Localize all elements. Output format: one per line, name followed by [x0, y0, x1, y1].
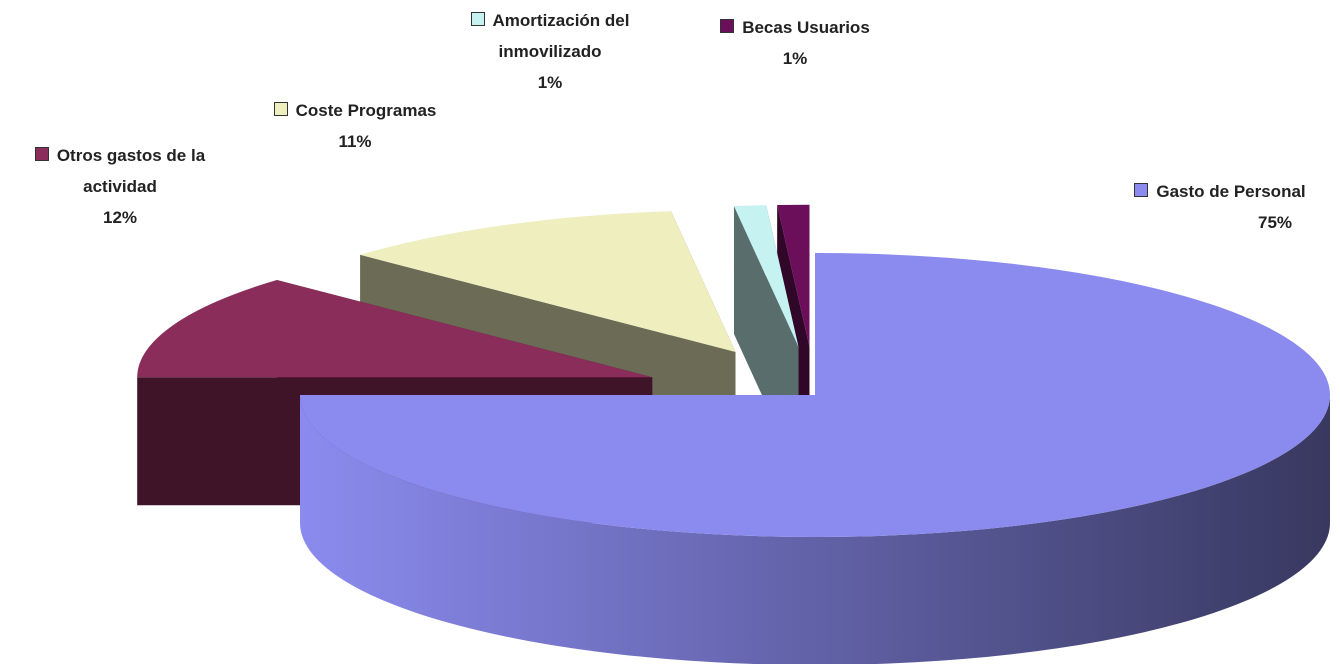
label-name-line: Becas Usuarios — [695, 12, 895, 43]
category-label: Gasto de Personal — [1156, 182, 1306, 201]
label-name-line: Coste Programas — [240, 95, 470, 126]
value-label: 11% — [338, 132, 372, 151]
value-label: 75% — [1257, 213, 1293, 232]
category-label: Amortización del inmovilizado — [492, 11, 630, 61]
legend-swatch — [720, 19, 735, 33]
slice — [300, 253, 1330, 537]
slice-label: Becas Usuarios 1% — [695, 12, 895, 74]
legend-swatch — [470, 12, 485, 26]
slice-label: Amortización del inmovilizado 1% — [440, 5, 660, 98]
category-label: Otros gastos de la actividad — [56, 146, 206, 196]
slice — [733, 205, 799, 347]
value-label: 1% — [782, 49, 808, 68]
label-name-line: Otros gastos de la actividad — [5, 140, 235, 202]
category-label: Becas Usuarios — [742, 18, 870, 37]
slice-label: Coste Programas 11% — [240, 95, 470, 157]
slice — [360, 211, 736, 352]
slice-label: Otros gastos de la actividad 12% — [5, 140, 235, 233]
slice — [137, 280, 653, 378]
legend-swatch — [1134, 183, 1149, 197]
value-label: 12% — [102, 208, 138, 227]
slice — [777, 204, 810, 347]
category-label: Coste Programas — [295, 101, 437, 120]
slice-label: Gasto de Personal 75% — [1100, 176, 1340, 238]
label-name-line: Gasto de Personal — [1100, 176, 1340, 207]
slice-wall — [300, 395, 1330, 664]
legend-swatch — [273, 102, 288, 116]
legend-swatch — [34, 147, 49, 161]
value-label: 1% — [537, 73, 563, 92]
label-name-line: Amortización del inmovilizado — [440, 5, 660, 67]
